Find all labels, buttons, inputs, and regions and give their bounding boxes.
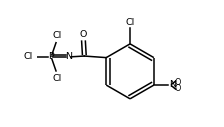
Text: Cl: Cl bbox=[125, 18, 135, 27]
Text: O: O bbox=[80, 30, 87, 39]
Text: N: N bbox=[169, 80, 176, 89]
Text: O: O bbox=[175, 78, 181, 87]
Text: N: N bbox=[65, 52, 72, 61]
Text: O: O bbox=[175, 84, 181, 93]
Text: Cl: Cl bbox=[23, 52, 32, 61]
Text: P: P bbox=[48, 52, 53, 61]
Text: Cl: Cl bbox=[52, 74, 61, 83]
Text: Cl: Cl bbox=[52, 31, 61, 39]
